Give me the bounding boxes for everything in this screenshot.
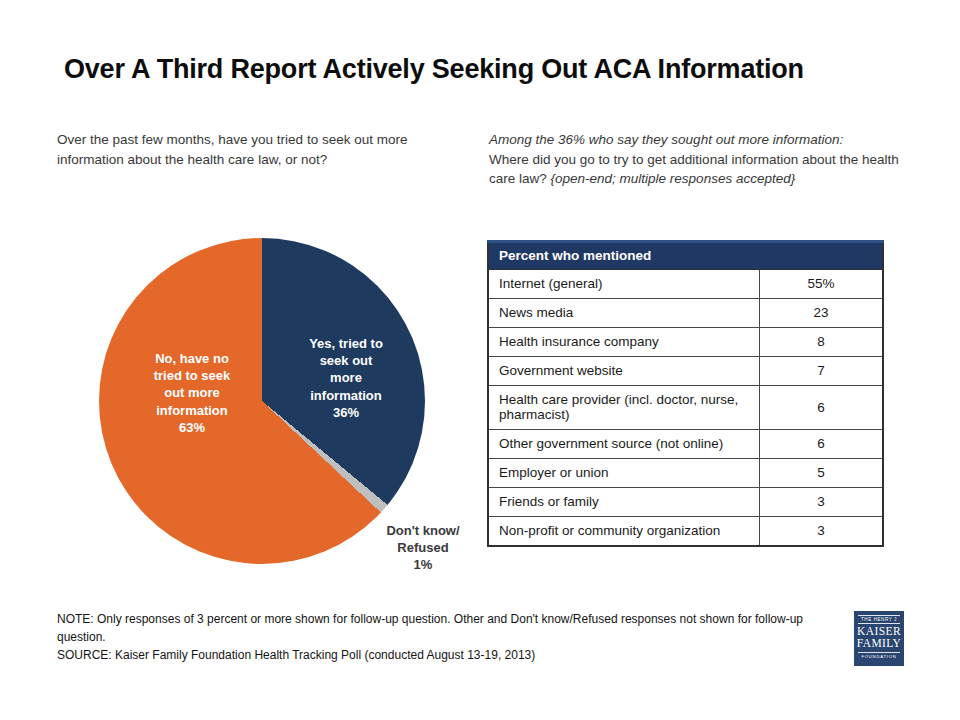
page-title: Over A Third Report Actively Seeking Out… [64, 54, 914, 85]
table-header-cell: Percent who mentioned [488, 242, 883, 270]
mention-label: Other government source (not online) [488, 430, 760, 459]
mention-value: 6 [760, 430, 884, 459]
mention-label: News media [488, 299, 760, 328]
table-question-text: Among the 36% who say they sought out mo… [489, 130, 899, 189]
mention-value: 55% [760, 270, 884, 299]
table-row: Employer or union5 [488, 459, 883, 488]
footnote-block: NOTE: Only responses of 3 percent or mor… [57, 610, 835, 664]
source-text: SOURCE: Kaiser Family Foundation Health … [57, 646, 835, 664]
pie-question-text: Over the past few months, have you tried… [57, 130, 459, 169]
slide: Over A Third Report Actively Seeking Out… [0, 0, 960, 720]
table-row: Non-profit or community organization3 [488, 517, 883, 547]
followup-intro-text: Among the 36% who say they sought out mo… [489, 132, 843, 147]
note-text: NOTE: Only responses of 3 percent or mor… [57, 610, 835, 646]
pie-label-dontknow: Don't know/ Refused 1% [366, 505, 480, 591]
mention-label: Employer or union [488, 459, 760, 488]
table-header-row: Percent who mentioned [488, 242, 883, 270]
pie-label-yes-percent: 36% [285, 404, 407, 421]
mention-label: Non-profit or community organization [488, 517, 760, 547]
kff-logo-family-text: FAMILY [854, 638, 904, 650]
followup-parenthetical-text: {open-end; multiple responses accepted} [551, 171, 796, 186]
kff-logo-foundation-text: FOUNDATION [858, 652, 900, 660]
table-row: News media23 [488, 299, 883, 328]
mention-value: 3 [760, 517, 884, 547]
mention-label: Health care provider (incl. doctor, nurs… [488, 386, 760, 430]
pie-label-no-text: No, have no tried to seek out more infor… [154, 351, 231, 417]
mention-label: Government website [488, 357, 760, 386]
mention-label: Friends or family [488, 488, 760, 517]
kff-logo: THE HENRY J KAISER FAMILY FOUNDATION [854, 611, 904, 666]
mention-value: 5 [760, 459, 884, 488]
pie-label-yes-text: Yes, tried to seek out more information [309, 336, 383, 402]
pie-label-no-percent: 63% [124, 419, 260, 436]
pie-label-dontknow-percent: 1% [366, 556, 480, 573]
table-row: Friends or family3 [488, 488, 883, 517]
pie-label-dontknow-text: Don't know/ Refused [386, 523, 459, 555]
mention-value: 7 [760, 357, 884, 386]
pie-label-yes: Yes, tried to seek out more information … [285, 318, 407, 438]
mention-value: 8 [760, 328, 884, 357]
mentions-table: Percent who mentioned Internet (general)… [487, 240, 884, 547]
kff-logo-henry-text: THE HENRY J [858, 615, 900, 624]
table-row: Government website7 [488, 357, 883, 386]
mention-label: Health insurance company [488, 328, 760, 357]
table-row: Health care provider (incl. doctor, nurs… [488, 386, 883, 430]
table-row: Other government source (not online)6 [488, 430, 883, 459]
table-row: Internet (general)55% [488, 270, 883, 299]
mention-value: 23 [760, 299, 884, 328]
mention-value: 3 [760, 488, 884, 517]
mention-label: Internet (general) [488, 270, 760, 299]
pie-label-no: No, have no tried to seek out more infor… [124, 333, 260, 453]
mention-value: 6 [760, 386, 884, 430]
table-row: Health insurance company8 [488, 328, 883, 357]
